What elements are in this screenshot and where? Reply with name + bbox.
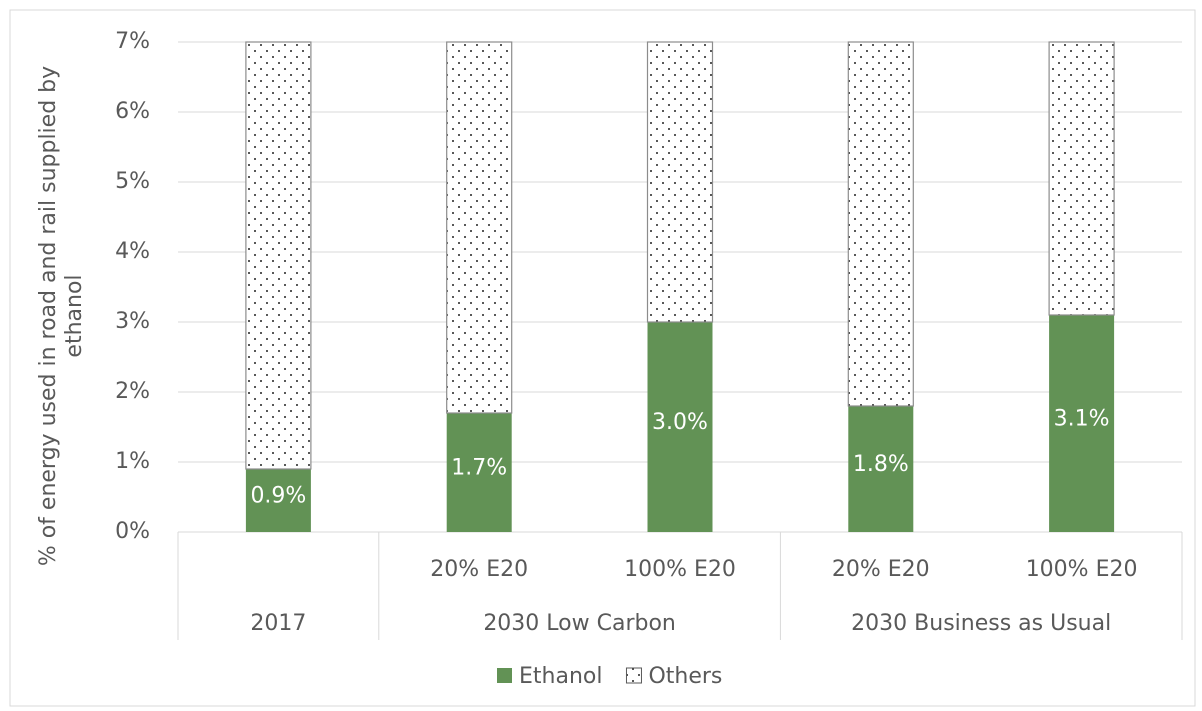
y-tick-label: 6% (115, 99, 150, 124)
y-tick-label: 3% (115, 309, 150, 334)
y-tick-label: 5% (115, 169, 150, 194)
bar-segment (847, 41, 914, 407)
legend-label: Others (648, 664, 722, 689)
y-tick-label: 0% (115, 519, 150, 544)
group-label: 2030 Low Carbon (483, 611, 676, 636)
bar-segment (1048, 41, 1115, 316)
data-label: 1.7% (451, 456, 507, 481)
data-label: 1.8% (853, 452, 909, 477)
y-tick-label: 7% (115, 29, 150, 54)
group-label: 2030 Business as Usual (851, 611, 1111, 636)
y-axis-label: % of energy used in road and rail suppli… (36, 65, 87, 567)
chart-border (9, 9, 1196, 707)
data-label: 3.0% (652, 410, 708, 435)
y-tick-label: 1% (115, 449, 150, 474)
bar-segment (1049, 315, 1115, 532)
bar-segment (646, 41, 714, 323)
x-tick-label: 100% E20 (624, 557, 736, 582)
bar-segment (446, 41, 513, 414)
bar-segment (446, 413, 512, 532)
data-label: 0.9% (250, 484, 306, 509)
bar-segment (848, 406, 914, 532)
legend-swatch (625, 667, 642, 684)
legend-label: Ethanol (519, 664, 602, 689)
x-tick-label: 20% E20 (832, 557, 930, 582)
y-tick-label: 2% (115, 379, 150, 404)
bar-segment (245, 41, 312, 470)
legend-swatch (497, 668, 512, 683)
x-tick-label: 20% E20 (430, 557, 528, 582)
group-label: 2017 (250, 611, 306, 636)
bar-segment (245, 469, 311, 532)
x-tick-label: 100% E20 (1026, 557, 1138, 582)
y-tick-label: 4% (115, 239, 150, 264)
data-label: 3.1% (1054, 407, 1110, 432)
bar-segment (647, 322, 713, 532)
